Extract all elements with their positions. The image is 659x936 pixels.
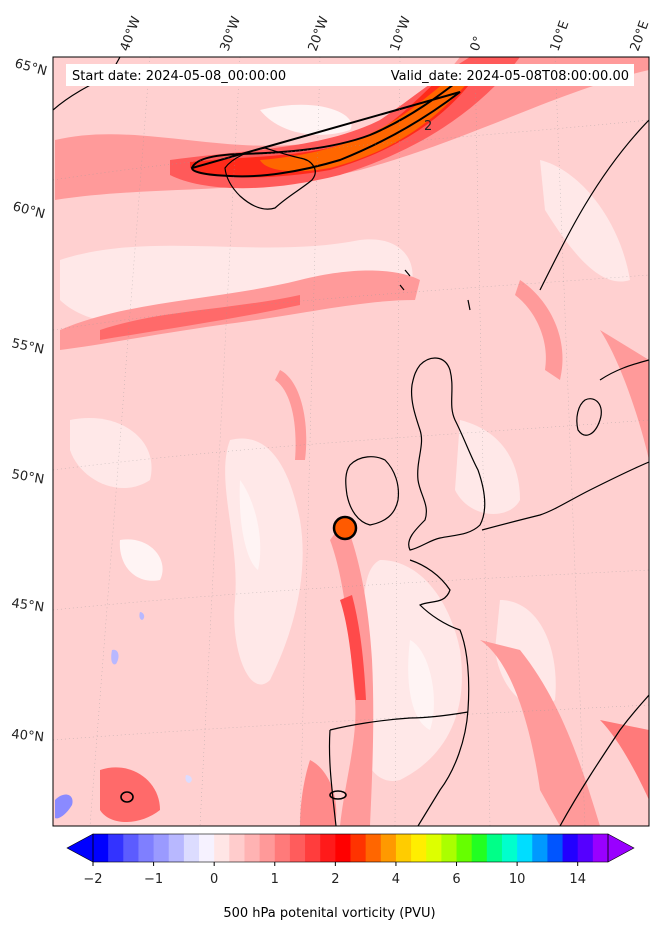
scandinavia-coast bbox=[599, 359, 649, 381]
colorbar-cell bbox=[411, 834, 427, 862]
shetland bbox=[467, 299, 471, 311]
colorbar-tick-label: 14 bbox=[569, 872, 586, 887]
lat-label-60n: 60°N bbox=[11, 199, 47, 222]
colorbar-cell bbox=[183, 834, 200, 862]
lat-label-40n: 40°N bbox=[11, 727, 45, 745]
lon-label-20e: 20°E bbox=[628, 19, 653, 54]
pv-near-zero-regions bbox=[119, 104, 434, 730]
colorbar-cell bbox=[471, 834, 488, 862]
lon-label-10w: 10°W bbox=[388, 14, 414, 53]
iceland-outline bbox=[224, 147, 316, 210]
lon-label-20w: 20°W bbox=[306, 14, 332, 53]
colorbar-tick-label: 10 bbox=[509, 872, 526, 887]
colorbar-cell bbox=[486, 834, 503, 862]
great-britain-outline bbox=[408, 357, 486, 551]
lon-label-30w: 30°W bbox=[218, 14, 244, 53]
colorbar-tick-label: 4 bbox=[392, 872, 400, 887]
colorbar-cell bbox=[501, 834, 518, 862]
colorbar-cell bbox=[214, 834, 230, 862]
colorbar-cell bbox=[153, 834, 170, 862]
france-iberia-coast bbox=[409, 559, 470, 826]
pv-2-contour-cyclone bbox=[332, 515, 358, 541]
coastlines bbox=[53, 57, 649, 826]
colorbar-tick-label: 6 bbox=[452, 872, 460, 887]
colorbar-cell bbox=[577, 834, 594, 862]
colorbar-cell bbox=[138, 834, 155, 862]
colorbar-cell bbox=[441, 834, 458, 862]
norway-coast bbox=[539, 119, 649, 291]
colorbar-cell bbox=[168, 834, 185, 862]
colorbar-cell bbox=[123, 834, 139, 862]
lat-label-65n: 65°N bbox=[13, 56, 49, 79]
pv-2-contour-sw bbox=[120, 791, 134, 803]
colorbar-tick-label: 1 bbox=[271, 872, 279, 887]
colorbar-cell bbox=[93, 834, 109, 862]
colorbar-tick-label: −2 bbox=[83, 872, 102, 887]
colorbar-cell bbox=[229, 834, 245, 862]
colorbar-cell bbox=[244, 834, 261, 862]
lon-label-40w: 40°W bbox=[118, 14, 144, 53]
colorbar-tick-label: 2 bbox=[331, 872, 339, 887]
colorbar-cell bbox=[350, 834, 367, 862]
colorbar-cell bbox=[199, 834, 215, 862]
pv-2-contour bbox=[190, 77, 463, 178]
lon-label-10e: 10°E bbox=[548, 19, 573, 54]
colorbar-cell bbox=[547, 834, 564, 862]
colorbar-cell bbox=[380, 834, 397, 862]
colorbar-title: 500 hPa potenital vorticity (PVU) bbox=[223, 906, 436, 921]
colorbar-frame bbox=[92, 833, 609, 863]
colorbar-cell bbox=[532, 834, 548, 862]
pv-2-contour-south bbox=[329, 790, 347, 800]
header-box bbox=[66, 64, 634, 86]
pv-negative-regions bbox=[55, 612, 192, 819]
contour-label: 2 bbox=[424, 119, 432, 134]
lat-label-55n: 55°N bbox=[10, 336, 45, 357]
colorbar-cell bbox=[365, 834, 382, 862]
colorbar-cell bbox=[592, 834, 609, 862]
colorbar-ticks: −2 −1 0 1 2 4 6 10 14 bbox=[83, 862, 586, 887]
colorbar-cell bbox=[259, 834, 276, 862]
colorbar-cell bbox=[305, 834, 321, 862]
iberia-west-coast bbox=[328, 729, 337, 826]
colorbar-right-extension bbox=[607, 833, 635, 863]
valid-date-label: Valid_date: 2024-05-08T08:00:00.00 bbox=[391, 69, 629, 84]
colorbar-cell bbox=[335, 834, 351, 862]
start-date-label: Start date: 2024-05-08_00:00:00 bbox=[72, 69, 286, 84]
colorbar: −2 −1 0 1 2 4 6 10 14 bbox=[66, 833, 635, 887]
iberia-north-coast bbox=[329, 711, 469, 731]
colorbar-cell bbox=[562, 834, 579, 862]
colorbar-tick-label: 0 bbox=[210, 872, 218, 887]
ireland-outline bbox=[345, 456, 400, 526]
colorbar-tick-label: −1 bbox=[144, 872, 163, 887]
colorbar-cell bbox=[289, 834, 306, 862]
colorbar-cell bbox=[274, 834, 291, 862]
lat-label-45n: 45°N bbox=[10, 596, 45, 615]
continent-coast bbox=[481, 461, 649, 531]
latitude-labels: 65°N 60°N 55°N 50°N 45°N 40°N bbox=[10, 56, 48, 745]
denmark-coast bbox=[576, 398, 602, 436]
lat-label-50n: 50°N bbox=[10, 467, 45, 487]
colorbar-left-extension bbox=[66, 833, 94, 863]
map-frame bbox=[52, 56, 650, 827]
colorbar-cell bbox=[108, 834, 124, 862]
colorbar-cells bbox=[93, 834, 609, 862]
colorbar-cell bbox=[456, 834, 473, 862]
colorbar-cell bbox=[395, 834, 412, 862]
lon-label-0: 0° bbox=[468, 34, 487, 53]
graticule bbox=[53, 57, 649, 826]
map-panel: 2 bbox=[53, 57, 649, 826]
mediterranean-coast bbox=[559, 694, 649, 826]
longitude-labels: 40°W 30°W 20°W 10°W 0° 10°E 20°E bbox=[118, 14, 653, 53]
colorbar-cell bbox=[517, 834, 533, 862]
faroe-islands bbox=[399, 269, 411, 291]
colorbar-cell bbox=[320, 834, 336, 862]
colorbar-cell bbox=[426, 834, 442, 862]
